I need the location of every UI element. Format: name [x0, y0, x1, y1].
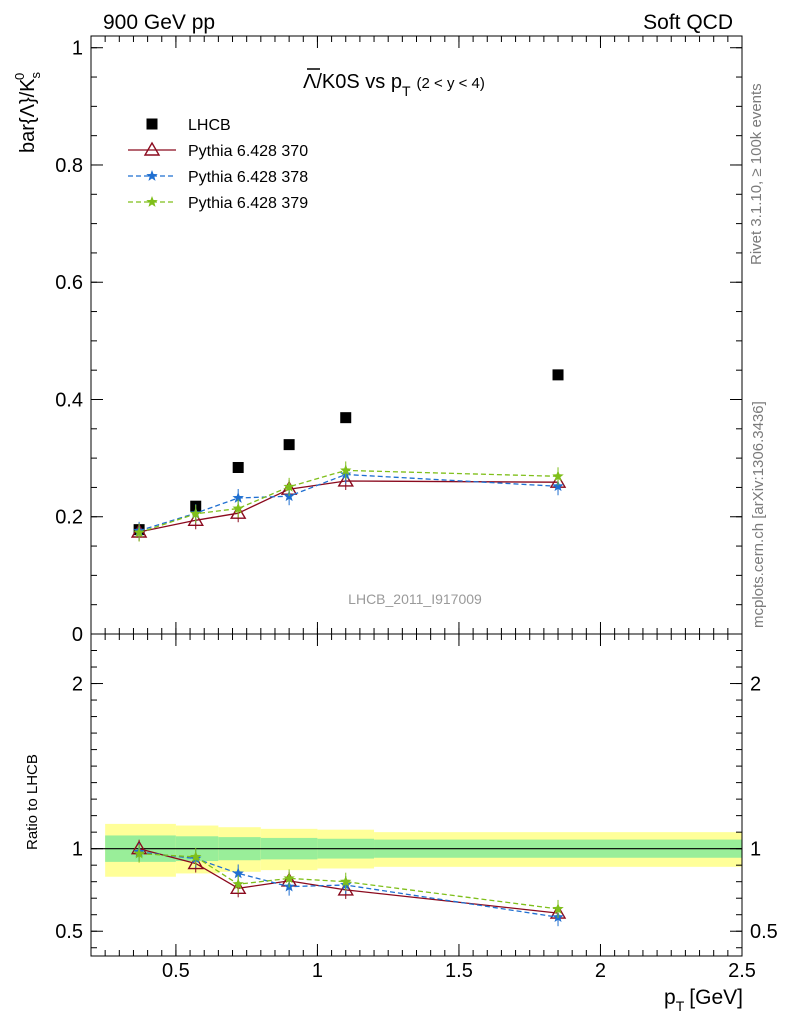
- ratio-y-ticks: 0.5 0.5 1 1 2 2: [55, 650, 778, 949]
- ratio-point-p370: [187, 855, 204, 870]
- legend-marker-p379: [146, 196, 158, 207]
- ratio-y-tick-label: 0.5: [55, 921, 83, 943]
- data-point-p379: [190, 507, 202, 519]
- legend-marker-lhcb: [146, 118, 158, 130]
- x-tick-label: 1.5: [445, 960, 473, 982]
- x-tick-label: 0.5: [162, 960, 190, 982]
- main-y-axis-label: bar{Λ}/Ks0: [12, 71, 43, 153]
- ratio-line-p378: [139, 851, 559, 918]
- data-point-p379: [133, 526, 145, 538]
- ratio-series: [130, 839, 567, 927]
- legend: LHCB Pythia 6.428 370 Pythia 6.428 378 Pyth…: [128, 117, 308, 212]
- data-point-p379: [232, 502, 244, 514]
- ratio-y-axis-label: Ratio to LHCB: [24, 754, 41, 850]
- ratio-line-p379: [139, 852, 559, 910]
- legend-marker-p378: [146, 170, 158, 181]
- process-label: Soft QCD: [643, 11, 733, 34]
- main-y-tick-label: 0.4: [55, 389, 83, 411]
- ratio-point-p370: [229, 879, 247, 894]
- x-axis-label: pT [GeV]: [664, 986, 743, 1014]
- data-point-p379: [552, 470, 564, 482]
- ratio-point-p370: [337, 881, 354, 896]
- legend-label-p378: Pythia 6.428 378: [188, 169, 308, 186]
- main-y-tick-label: 0.6: [55, 272, 83, 294]
- x-tick-label: 1: [312, 960, 323, 982]
- ratio-point-p379: [552, 902, 564, 914]
- ratio-point-p379: [133, 847, 145, 859]
- ratio-point-p379: [283, 872, 295, 884]
- data-point-p378: [552, 480, 564, 492]
- legend-label-lhcb: LHCB: [188, 117, 231, 134]
- data-point-p378: [232, 491, 244, 503]
- series-line-p370: [138, 480, 559, 533]
- data-point-lhcb: [552, 369, 564, 381]
- x-tick-label: 2: [595, 960, 606, 982]
- legend-label-p379: Pythia 6.428 379: [188, 195, 308, 212]
- ratio-line-p370: [138, 848, 559, 914]
- series-line-p378: [138, 473, 559, 532]
- ratio-point-p379: [340, 875, 352, 887]
- data-point-p379: [283, 480, 295, 492]
- source-label: mcplots.cern.ch [arXiv:1306.3436]: [750, 401, 767, 628]
- ratio-x-ticks: 0.5 1 1.5 2 2.5: [104, 634, 756, 982]
- analysis-label: LHCB_2011_I917009: [348, 591, 482, 607]
- x-tick-label: 2.5: [728, 960, 756, 982]
- data-point-p370: [187, 511, 204, 526]
- data-point-p370: [229, 504, 247, 519]
- ratio-y-tick-label: 1: [72, 839, 83, 861]
- main-y-tick-label: 1: [72, 38, 83, 60]
- main-y-tick-label: 0.8: [55, 155, 83, 177]
- main-y-ticks: 0 0.2 0.4 0.6 0.8 1: [55, 38, 742, 646]
- main-y-tick-label: 0: [72, 624, 83, 646]
- legend-label-p370: Pythia 6.428 370: [188, 143, 308, 160]
- ratio-y-tick-label-right: 2: [750, 674, 761, 696]
- data-point-p379: [340, 464, 352, 476]
- main-panel: 0 0.2 0.4 0.6 0.8 1 Λ/K0S vs pT (2 < y < 4) ba…: [12, 35, 743, 646]
- ratio-y-tick-label-right: 0.5: [750, 921, 778, 943]
- main-x-ticks: [104, 36, 743, 634]
- rivet-label: Rivet 3.1.10, ≥ 100k events: [748, 83, 765, 265]
- energy-label: 900 GeV pp: [103, 11, 215, 34]
- legend-marker-p370: [143, 141, 161, 156]
- ratio-point-p379: [190, 850, 202, 862]
- main-series: [130, 369, 567, 542]
- ratio-point-p378: [232, 867, 244, 879]
- data-point-lhcb: [283, 439, 295, 451]
- ratio-y-tick-label-right: 1: [750, 839, 761, 861]
- data-point-p370: [337, 472, 354, 487]
- main-y-tick-label: 0.2: [55, 507, 83, 529]
- series-line-p379: [138, 469, 559, 534]
- chart-title: Λ/K0S vs pT (2 < y < 4): [303, 71, 485, 99]
- ratio-panel: 0.5 0.5 1 1 2 2 0.5 1 1.5 2 2.5 Ratio to LHCB pT[…: [24, 633, 778, 1014]
- data-point-lhcb: [232, 461, 244, 473]
- data-point-lhcb: [340, 412, 352, 424]
- ratio-point-p379: [232, 878, 244, 890]
- ratio-plot-frame: [90, 633, 743, 957]
- ratio-y-tick-label: 2: [72, 674, 83, 696]
